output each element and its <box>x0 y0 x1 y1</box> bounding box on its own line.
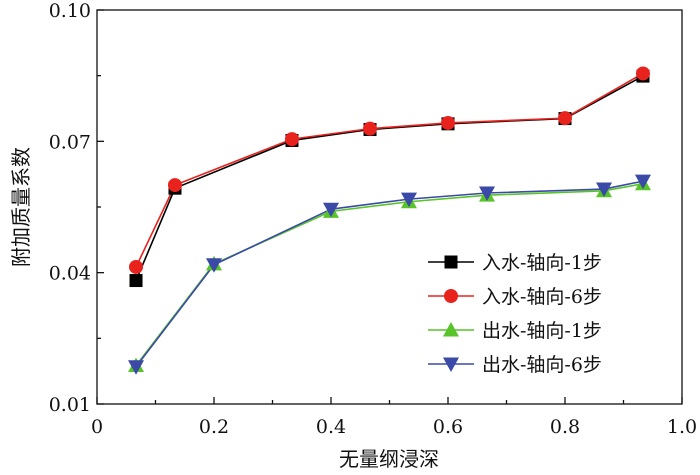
plot-frame <box>96 9 683 405</box>
data-point-s2-5 <box>441 115 455 130</box>
legend-label-3: 出水-轴向-1步 <box>482 320 602 342</box>
y-tick-label-4: 0.10 <box>49 0 91 22</box>
x-tick-label-4: 0.6 <box>433 416 463 438</box>
x-tick-label-2: 0.2 <box>199 416 229 438</box>
data-point-s2-4 <box>363 121 378 136</box>
data-point-s4-4 <box>400 192 417 208</box>
x-tick-label-6: 1.0 <box>667 416 697 438</box>
legend-label-4: 出水-轴向-6步 <box>482 354 602 376</box>
data-point-s2-7 <box>635 66 650 81</box>
data-point-s4-7 <box>634 174 651 190</box>
y-tick-label-1: 0.01 <box>49 394 91 416</box>
axis-ticks <box>96 9 683 405</box>
data-point-s4-6 <box>596 182 613 198</box>
y-tick-label-2: 0.04 <box>49 263 91 285</box>
data-point-s4-3 <box>323 202 339 218</box>
data-point-s4-1 <box>128 360 145 375</box>
legend-marker-4 <box>443 357 459 372</box>
data-point-s2-2 <box>167 178 182 193</box>
legend-label-1: 入水-轴向-1步 <box>482 252 602 274</box>
x-axis-title: 无量纲浸深 <box>339 447 439 471</box>
series-line-1 <box>135 75 644 281</box>
legend-marker-2 <box>444 289 458 303</box>
data-point-s2-6 <box>558 111 572 126</box>
series-line-2 <box>135 72 644 268</box>
data-point-s2-3 <box>284 132 299 147</box>
y-axis-title: 附加质量系数 <box>9 147 33 267</box>
data-point-s1-1 <box>129 274 143 288</box>
series-markers <box>128 66 651 375</box>
legend-marker-3 <box>443 322 459 337</box>
x-tick-label-3: 0.4 <box>316 416 346 438</box>
legend-label-2: 入水-轴向-6步 <box>482 286 602 308</box>
axis-tick-labels: 0 0.2 0.4 0.6 0.8 1.0 0.01 0.04 0.07 0.10 <box>49 0 697 438</box>
x-tick-label-5: 0.8 <box>550 416 580 438</box>
data-point-s2-1 <box>129 259 144 274</box>
data-point-s4-5 <box>479 186 496 201</box>
x-tick-label-1: 0 <box>91 416 103 438</box>
y-tick-label-3: 0.07 <box>49 131 91 153</box>
legend-marker-1 <box>444 255 458 269</box>
data-point-s4-2 <box>206 258 222 273</box>
